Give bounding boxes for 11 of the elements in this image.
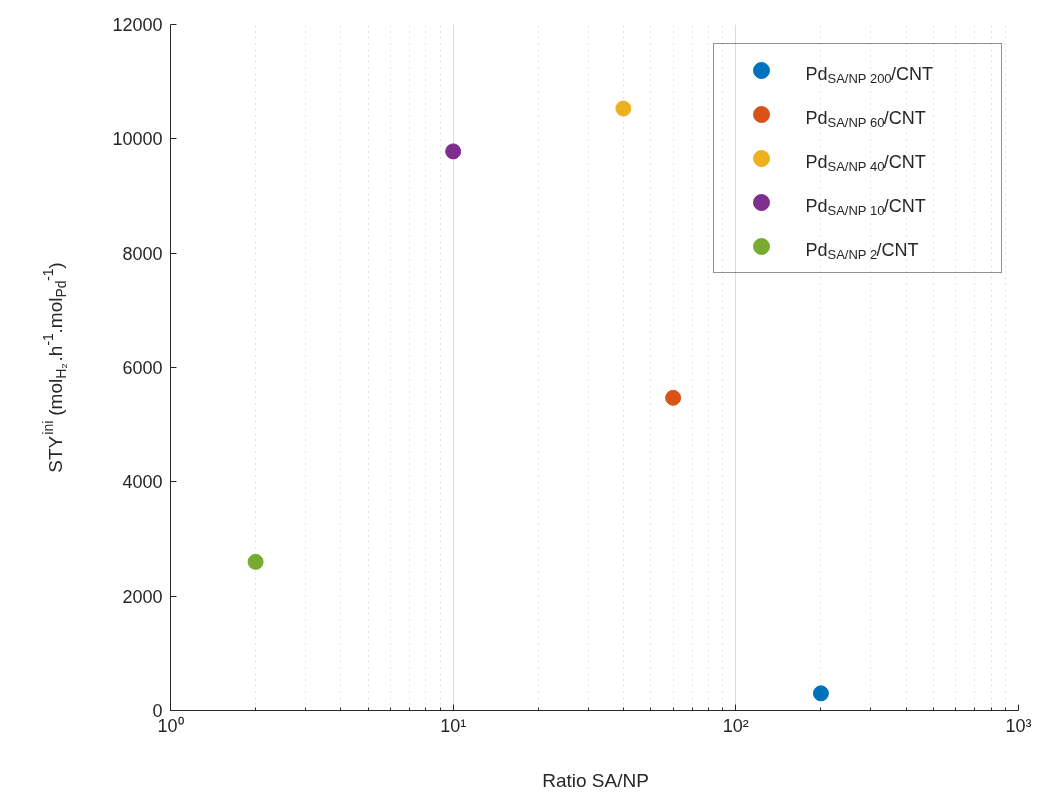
y-tick-label: 6000 [122,358,163,378]
x-axis-title: Ratio SA/NP [542,770,649,791]
y-tick-label: 4000 [122,472,163,493]
x-tick-label: 10² [722,715,749,736]
y-tick-label: 2000 [122,586,163,607]
y-tick-label: 12000 [112,15,163,35]
y-tick-label: 8000 [122,243,163,264]
x-tick-label: 10¹ [440,715,467,736]
x-tick-label: 10³ [1005,715,1032,736]
y-tick-label: 10000 [112,129,163,150]
text: STYini (molH₂.h-1.molPd-1) [39,262,70,473]
